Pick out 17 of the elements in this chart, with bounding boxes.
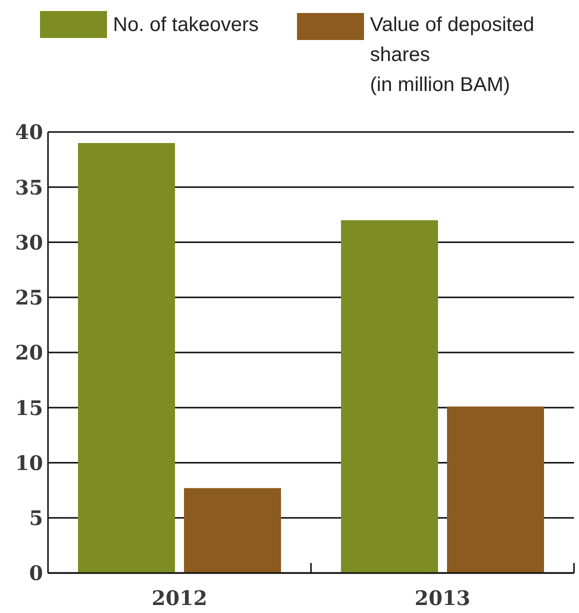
y-tick-label: 25 — [15, 286, 43, 310]
x-tick-label: 2013 — [414, 586, 470, 610]
y-tick-label: 10 — [15, 450, 43, 475]
bar — [78, 143, 175, 573]
y-tick-label: 20 — [15, 340, 43, 365]
y-tick-label: 40 — [15, 120, 43, 144]
bar — [184, 488, 281, 573]
y-tick-label: 15 — [15, 396, 43, 420]
y-tick-label: 35 — [15, 175, 43, 200]
x-tick-label: 2012 — [152, 586, 208, 610]
legend-label: No. of takeovers — [113, 14, 259, 36]
y-tick-label: 30 — [15, 230, 43, 254]
bar — [341, 220, 438, 573]
y-tick-label: 5 — [29, 506, 43, 530]
y-tick-label: 0 — [29, 561, 43, 586]
bar — [447, 406, 544, 573]
legend-label: Value of deposited shares (in million BAM) — [370, 14, 534, 96]
